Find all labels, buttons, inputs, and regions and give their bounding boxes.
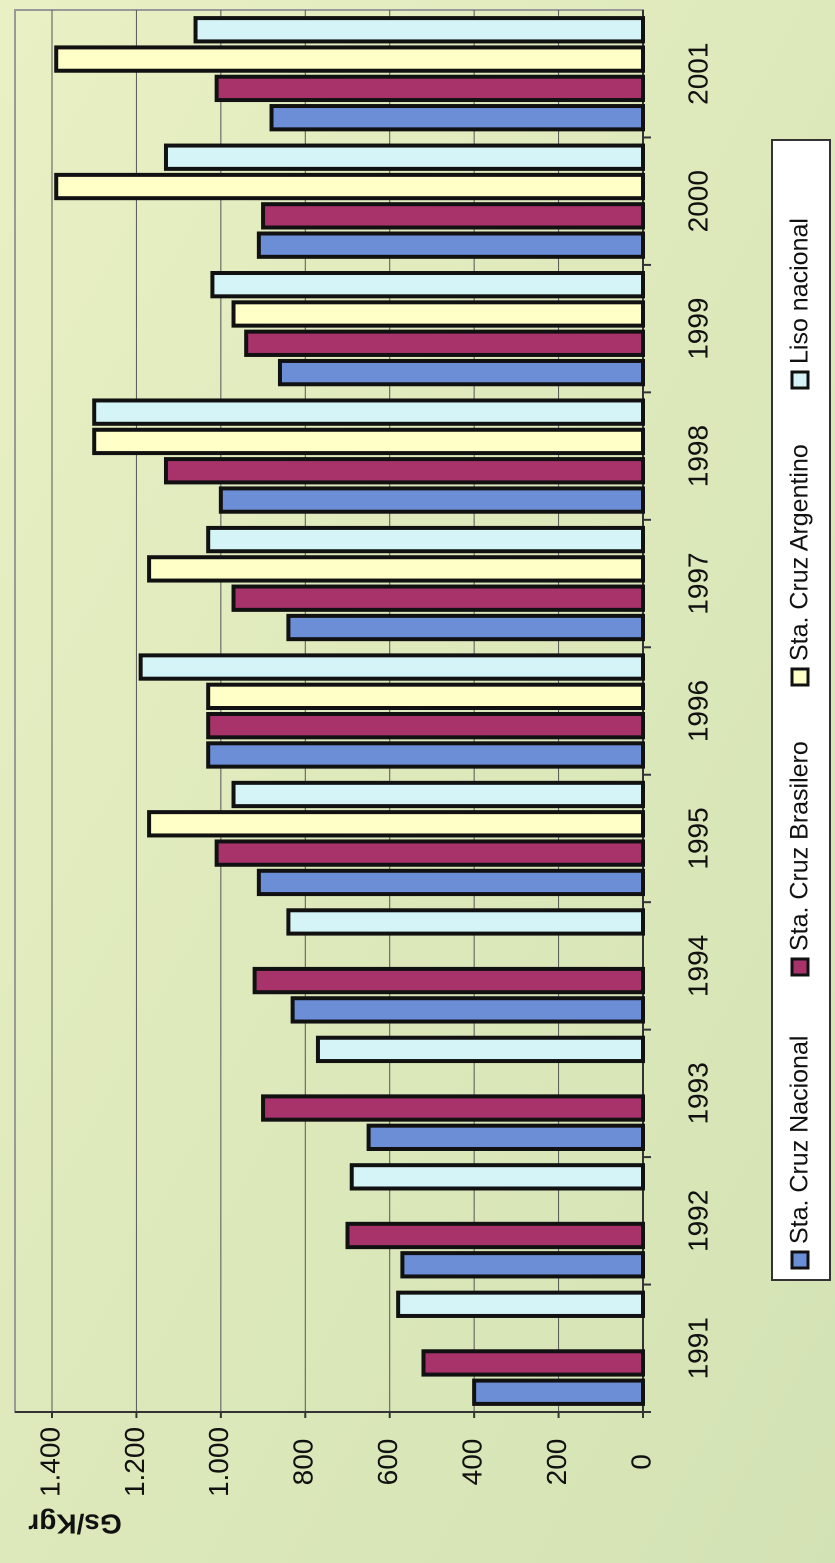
bar (286, 908, 645, 936)
legend-text: Sta. Cruz Argentino (786, 444, 814, 661)
x-tick-label: 1996 (682, 680, 713, 742)
bar (210, 271, 646, 299)
bar (147, 555, 645, 583)
bar (206, 525, 645, 554)
bar (54, 45, 645, 73)
bar (231, 300, 645, 328)
bar (286, 613, 645, 642)
bar (214, 74, 645, 103)
x-tick-label: 1994 (682, 935, 713, 997)
bar (256, 868, 645, 897)
x-tick-label: 1991 (682, 1317, 713, 1379)
bar (206, 741, 645, 769)
bar (231, 584, 645, 612)
bar (252, 966, 645, 995)
bar (315, 1035, 645, 1064)
bar (261, 1094, 645, 1122)
bar (231, 780, 645, 809)
bar (218, 486, 645, 514)
axis-title: Gs/Kgr (28, 1509, 121, 1540)
bar (138, 653, 645, 681)
legend-box (771, 139, 831, 1281)
bar (92, 398, 645, 426)
y-tick-label: 1.000 (203, 1427, 234, 1497)
bar (421, 1349, 645, 1377)
legend-marker (790, 1250, 810, 1270)
bar (345, 1221, 645, 1250)
y-tick-label: 800 (288, 1439, 319, 1486)
bar (277, 358, 645, 387)
legend-text: Liso nacional (786, 218, 814, 364)
x-tick-label: 1995 (682, 807, 713, 869)
y-tick-label: 600 (372, 1439, 403, 1486)
x-tick-label: 1998 (682, 425, 713, 487)
bar (400, 1251, 645, 1279)
bar (269, 104, 645, 132)
bar (214, 839, 645, 867)
x-tick-label: 2000 (682, 170, 713, 232)
bar (163, 457, 645, 485)
bar (92, 427, 645, 456)
bar (193, 16, 645, 44)
bar (366, 1123, 645, 1151)
legend-text: Sta. Cruz Brasilero (786, 741, 814, 951)
legend-marker (790, 370, 810, 390)
bar (396, 1290, 645, 1318)
y-tick-label: 0 (625, 1454, 656, 1470)
bar (472, 1378, 645, 1406)
x-tick-label: 2001 (682, 43, 713, 105)
x-tick-label: 1992 (682, 1190, 713, 1252)
x-tick-label: 1997 (682, 552, 713, 614)
x-tick-label: 1993 (682, 1062, 713, 1124)
bar (349, 1163, 645, 1191)
bar (290, 996, 645, 1024)
y-tick-label: 1.200 (119, 1427, 150, 1497)
legend-marker (790, 957, 810, 977)
bar (261, 202, 645, 230)
y-tick-label: 200 (541, 1439, 572, 1486)
bar (244, 329, 646, 357)
y-tick-label: 400 (457, 1439, 488, 1486)
bar (147, 810, 645, 838)
y-tick-label: 1.400 (34, 1427, 65, 1497)
legend-marker (790, 667, 810, 687)
bar (54, 172, 645, 201)
bar (206, 682, 645, 710)
bar (206, 712, 645, 740)
bar (256, 231, 645, 259)
x-tick-label: 1999 (682, 297, 713, 359)
legend-text: Sta. Cruz Nacional (786, 1036, 814, 1244)
bar (163, 143, 645, 171)
